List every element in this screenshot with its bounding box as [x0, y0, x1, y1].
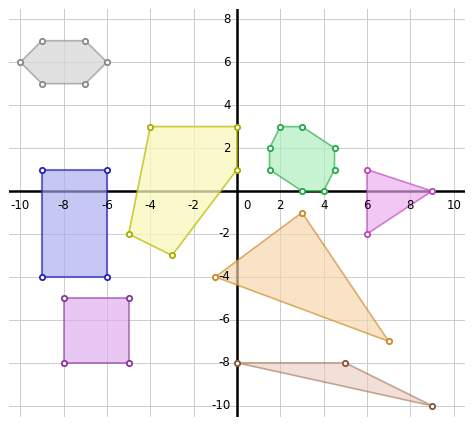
- Text: -2: -2: [219, 227, 230, 241]
- Text: 6: 6: [223, 56, 230, 69]
- Polygon shape: [270, 127, 335, 191]
- Text: 2: 2: [277, 198, 284, 212]
- Text: -8: -8: [219, 356, 230, 369]
- Text: 2: 2: [223, 142, 230, 155]
- Text: 6: 6: [363, 198, 371, 212]
- Text: 4: 4: [223, 99, 230, 112]
- Polygon shape: [128, 127, 237, 255]
- Text: -4: -4: [219, 270, 230, 283]
- Polygon shape: [20, 41, 107, 84]
- Text: 10: 10: [446, 198, 461, 212]
- Text: -10: -10: [11, 198, 30, 212]
- Text: -10: -10: [211, 399, 230, 412]
- Text: -4: -4: [145, 198, 156, 212]
- Text: 8: 8: [407, 198, 414, 212]
- Text: -6: -6: [219, 313, 230, 326]
- Text: -8: -8: [58, 198, 70, 212]
- Text: 0: 0: [244, 198, 251, 212]
- Text: 8: 8: [223, 13, 230, 26]
- Polygon shape: [42, 170, 107, 277]
- Polygon shape: [64, 298, 128, 363]
- Polygon shape: [237, 363, 432, 406]
- Polygon shape: [215, 212, 389, 341]
- Polygon shape: [367, 170, 432, 234]
- Text: 4: 4: [320, 198, 328, 212]
- Text: -6: -6: [101, 198, 113, 212]
- Text: -2: -2: [188, 198, 200, 212]
